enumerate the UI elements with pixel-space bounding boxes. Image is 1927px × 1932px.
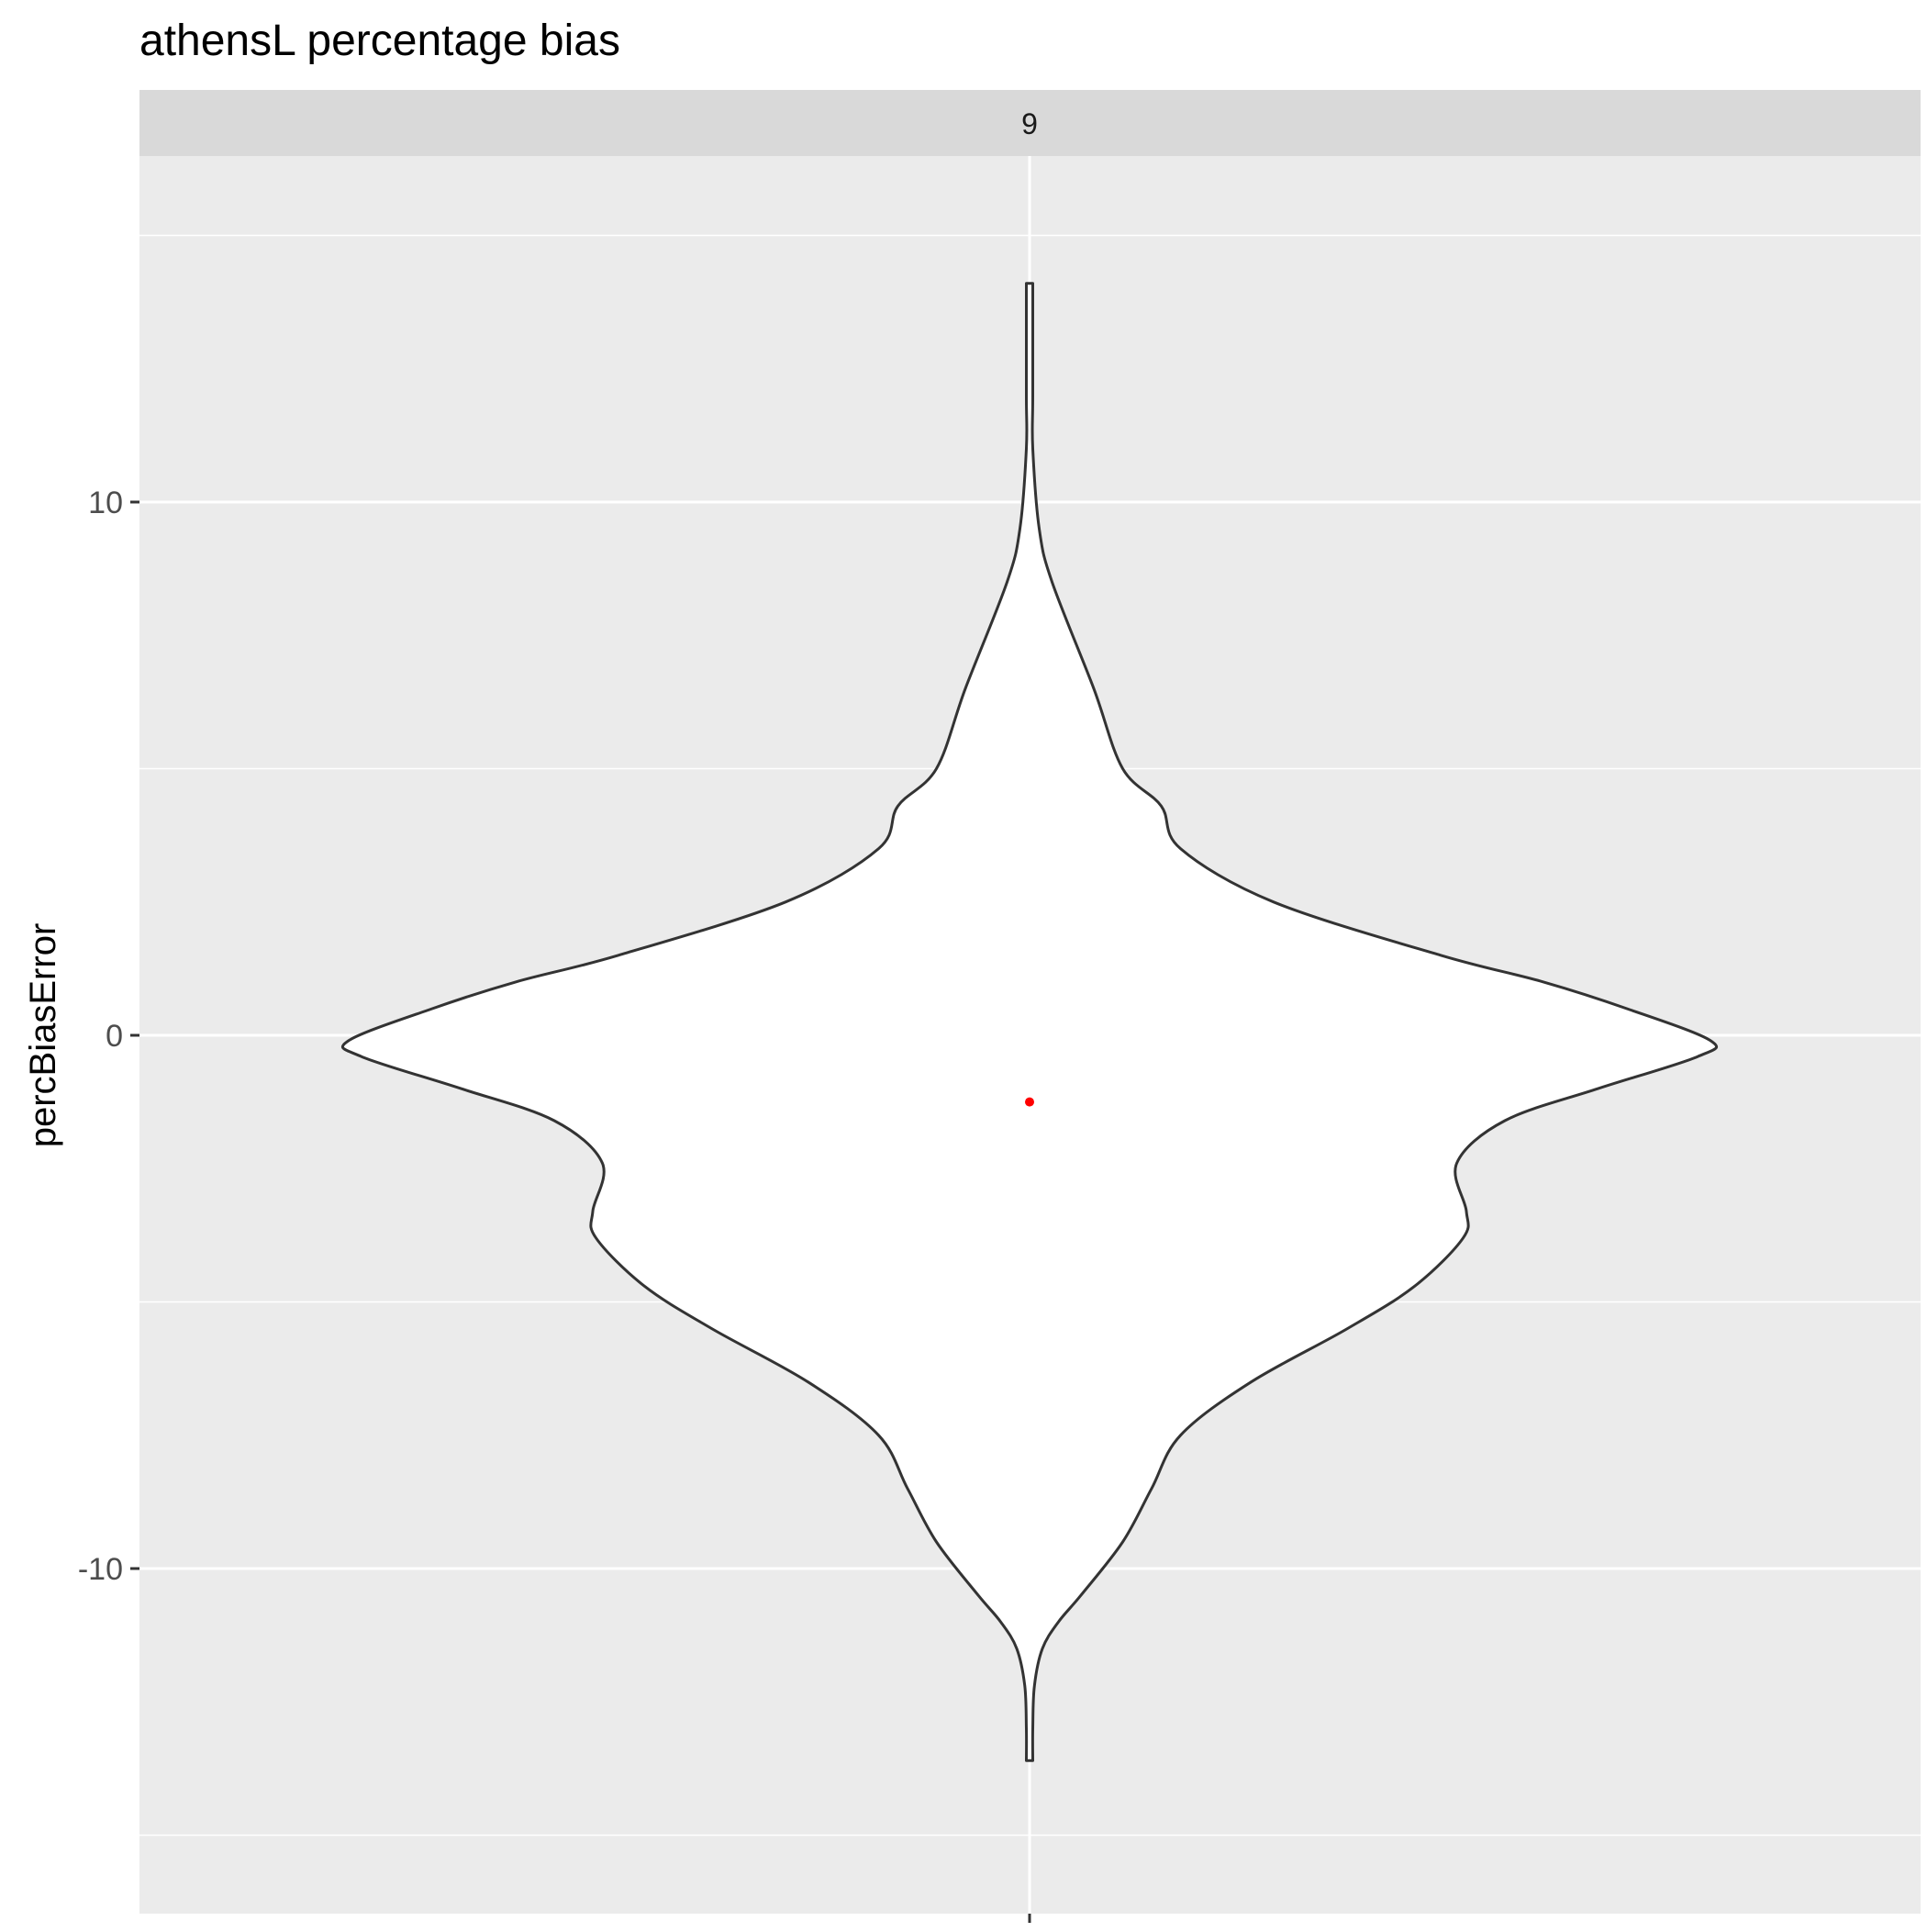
- y-axis: -10 0 10: [78, 486, 1031, 1923]
- y-tick-label: 0: [106, 1019, 123, 1054]
- y-tick-label: -10: [78, 1552, 123, 1587]
- y-axis-label: percBiasError: [23, 923, 63, 1148]
- facet-strip-label: 9: [1021, 107, 1038, 140]
- violin-shape: [340, 282, 1719, 1762]
- mean-point: [1025, 1097, 1034, 1107]
- chart-title: athensL percentage bias: [139, 17, 620, 65]
- y-tick-label: 10: [88, 486, 123, 520]
- plot-panel: [139, 156, 1921, 1914]
- facet-strip: [139, 90, 1921, 156]
